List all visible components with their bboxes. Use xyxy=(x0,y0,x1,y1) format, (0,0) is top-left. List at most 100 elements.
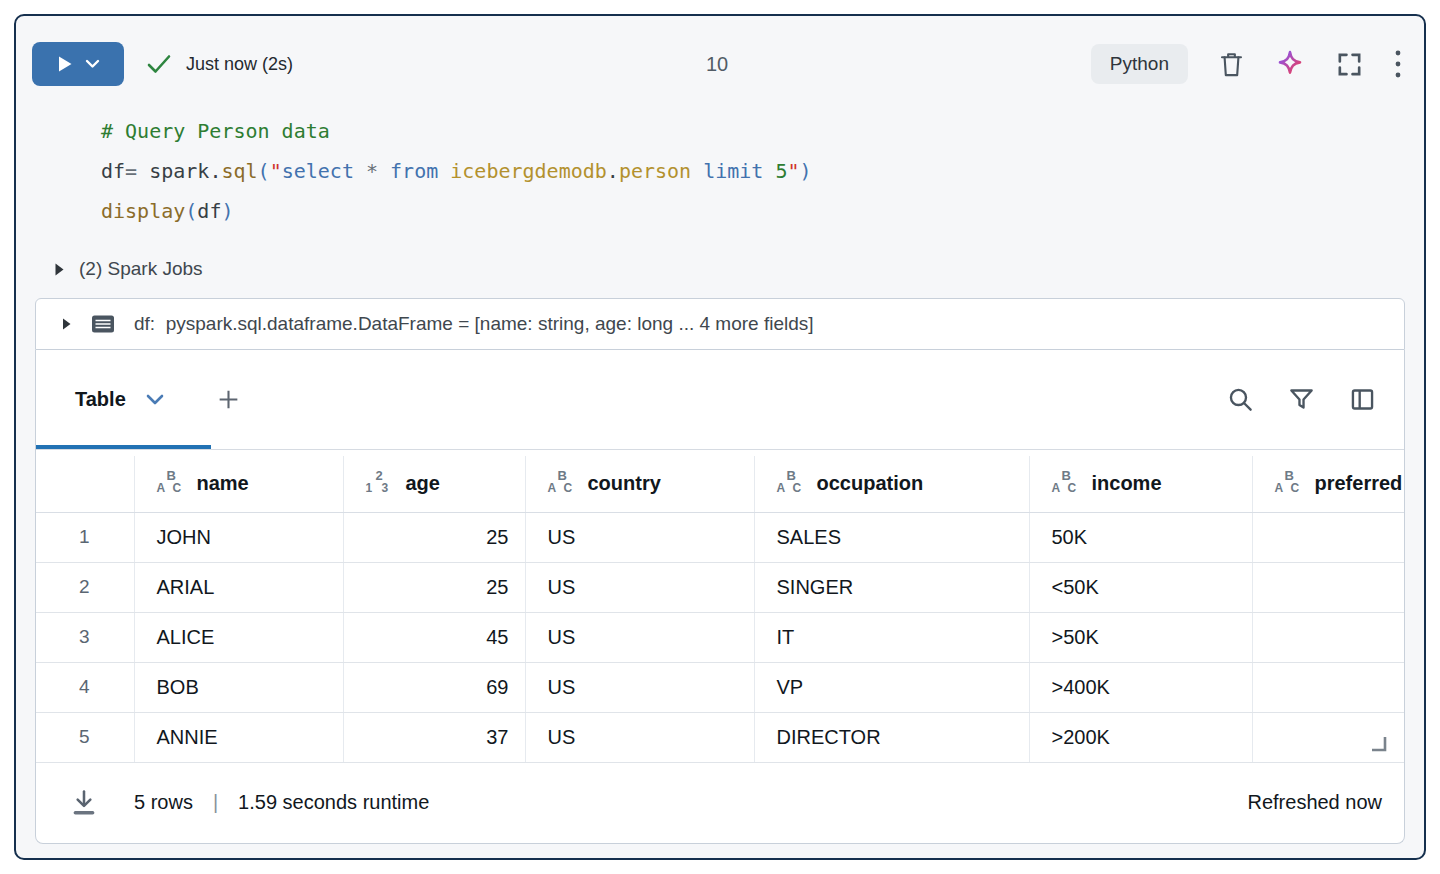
cell-occupation: IT xyxy=(754,612,1029,662)
column-name: name xyxy=(197,472,249,495)
column-header-country[interactable]: ABC country xyxy=(525,456,754,512)
fullscreen-button[interactable] xyxy=(1335,50,1364,79)
cell-preferred xyxy=(1252,662,1404,712)
column-name: preferred xyxy=(1315,472,1403,495)
assistant-button[interactable] xyxy=(1275,49,1305,79)
delete-cell-button[interactable] xyxy=(1218,50,1245,79)
cell-occupation: DIRECTOR xyxy=(754,712,1029,762)
trash-icon xyxy=(1218,50,1245,79)
table-row[interactable]: 4BOB69USVP>400K xyxy=(36,662,1404,712)
spark-jobs-label: (2) Spark Jobs xyxy=(79,258,203,280)
column-header-age[interactable]: 123 age xyxy=(343,456,525,512)
filter-icon xyxy=(1288,386,1315,413)
column-name: country xyxy=(588,472,661,495)
cell-name: ALICE xyxy=(134,612,343,662)
expand-triangle-icon[interactable] xyxy=(62,317,72,331)
cell-age: 45 xyxy=(343,612,525,662)
tab-table-label: Table xyxy=(75,388,126,411)
cell-age: 25 xyxy=(343,512,525,562)
column-name: income xyxy=(1092,472,1162,495)
table-row[interactable]: 3ALICE45USIT>50K xyxy=(36,612,1404,662)
cell-occupation: VP xyxy=(754,662,1029,712)
results-table-wrap: ABC name 123 age ABC country ABC occupation ABC i… xyxy=(36,456,1404,763)
table-row[interactable]: 2ARIAL25USSINGER<50K xyxy=(36,562,1404,612)
run-button[interactable] xyxy=(32,42,124,86)
dataframe-summary-text: df: pyspark.sql.dataframe.DataFrame = [n… xyxy=(134,313,814,335)
column-header-preferred[interactable]: ABC preferred xyxy=(1252,456,1404,512)
cell-country: US xyxy=(525,662,754,712)
language-badge[interactable]: Python xyxy=(1091,44,1188,84)
column-name: age xyxy=(406,472,440,495)
fullscreen-icon xyxy=(1335,50,1364,79)
collapsed-triangle-icon xyxy=(54,262,65,277)
table-header-row: ABC name 123 age ABC country ABC occupation ABC i… xyxy=(36,456,1404,512)
dataframe-summary-panel: df: pyspark.sql.dataframe.DataFrame = [n… xyxy=(35,298,1405,350)
cell-name: ANNIE xyxy=(134,712,343,762)
table-row[interactable]: 1JOHN25USSALES50K xyxy=(36,512,1404,562)
code-line: df= spark.sql("select * from icebergdemo… xyxy=(101,151,1404,191)
cell-income: >50K xyxy=(1029,612,1252,662)
row-number: 3 xyxy=(36,612,134,662)
last-run-status: Just now (2s) xyxy=(186,54,293,75)
cell-age: 37 xyxy=(343,712,525,762)
number-type-icon: 123 xyxy=(366,472,394,495)
cell-name: BOB xyxy=(134,662,343,712)
results-footer: 5 rows | 1.59 seconds runtime Refreshed … xyxy=(36,763,1404,843)
row-number: 1 xyxy=(36,512,134,562)
string-type-icon: ABC xyxy=(548,472,576,495)
filter-button[interactable] xyxy=(1288,386,1315,413)
cell-toolbar: Just now (2s) 10 Python xyxy=(32,42,1402,86)
sparkle-icon xyxy=(1275,49,1305,79)
column-header-income[interactable]: ABC income xyxy=(1029,456,1252,512)
chevron-down-icon[interactable] xyxy=(85,59,100,69)
chevron-down-icon xyxy=(146,394,164,406)
cell-preferred xyxy=(1252,512,1404,562)
cell-income: >400K xyxy=(1029,662,1252,712)
string-type-icon: ABC xyxy=(1275,472,1303,495)
cell-preferred xyxy=(1252,562,1404,612)
row-number: 5 xyxy=(36,712,134,762)
string-type-icon: ABC xyxy=(777,472,805,495)
footer-separator: | xyxy=(213,791,218,814)
search-icon xyxy=(1227,386,1254,413)
cell-name: ARIAL xyxy=(134,562,343,612)
cell-country: US xyxy=(525,712,754,762)
column-header-name[interactable]: ABC name xyxy=(134,456,343,512)
cell-income: >200K xyxy=(1029,712,1252,762)
cell-age: 69 xyxy=(343,662,525,712)
dataframe-icon xyxy=(90,313,116,335)
search-button[interactable] xyxy=(1227,386,1254,413)
cell-preferred xyxy=(1252,612,1404,662)
cell-occupation: SALES xyxy=(754,512,1029,562)
row-number-header xyxy=(36,456,134,512)
code-line: display(df) xyxy=(101,191,1404,231)
code-editor[interactable]: # Query Person datadf= spark.sql("select… xyxy=(101,111,1404,231)
table-resize-handle[interactable] xyxy=(1368,733,1390,755)
column-name: occupation xyxy=(817,472,924,495)
string-type-icon: ABC xyxy=(1052,472,1080,495)
tab-table[interactable]: Table xyxy=(75,388,164,411)
cell-country: US xyxy=(525,512,754,562)
download-icon xyxy=(70,788,98,818)
cell-menu-button[interactable] xyxy=(1394,48,1402,80)
results-tabbar: Table xyxy=(36,350,1404,450)
add-visualization-button[interactable] xyxy=(216,387,241,412)
cell-age: 25 xyxy=(343,562,525,612)
refreshed-status: Refreshed now xyxy=(1247,791,1382,814)
cell-country: US xyxy=(525,612,754,662)
cell-name: JOHN xyxy=(134,512,343,562)
results-panel: Table xyxy=(35,350,1405,844)
play-icon xyxy=(57,55,73,73)
notebook-cell: Just now (2s) 10 Python xyxy=(14,14,1426,860)
side-panel-icon xyxy=(1349,386,1376,413)
columns-panel-button[interactable] xyxy=(1349,386,1376,413)
string-type-icon: ABC xyxy=(157,472,185,495)
row-number: 2 xyxy=(36,562,134,612)
cell-income: <50K xyxy=(1029,562,1252,612)
table-toolbar-icons xyxy=(1227,386,1376,413)
spark-jobs-toggle[interactable]: (2) Spark Jobs xyxy=(54,254,1424,284)
table-row[interactable]: 5ANNIE37USDIRECTOR>200K xyxy=(36,712,1404,762)
row-number: 4 xyxy=(36,662,134,712)
column-header-occupation[interactable]: ABC occupation xyxy=(754,456,1029,512)
download-button[interactable] xyxy=(70,788,98,818)
